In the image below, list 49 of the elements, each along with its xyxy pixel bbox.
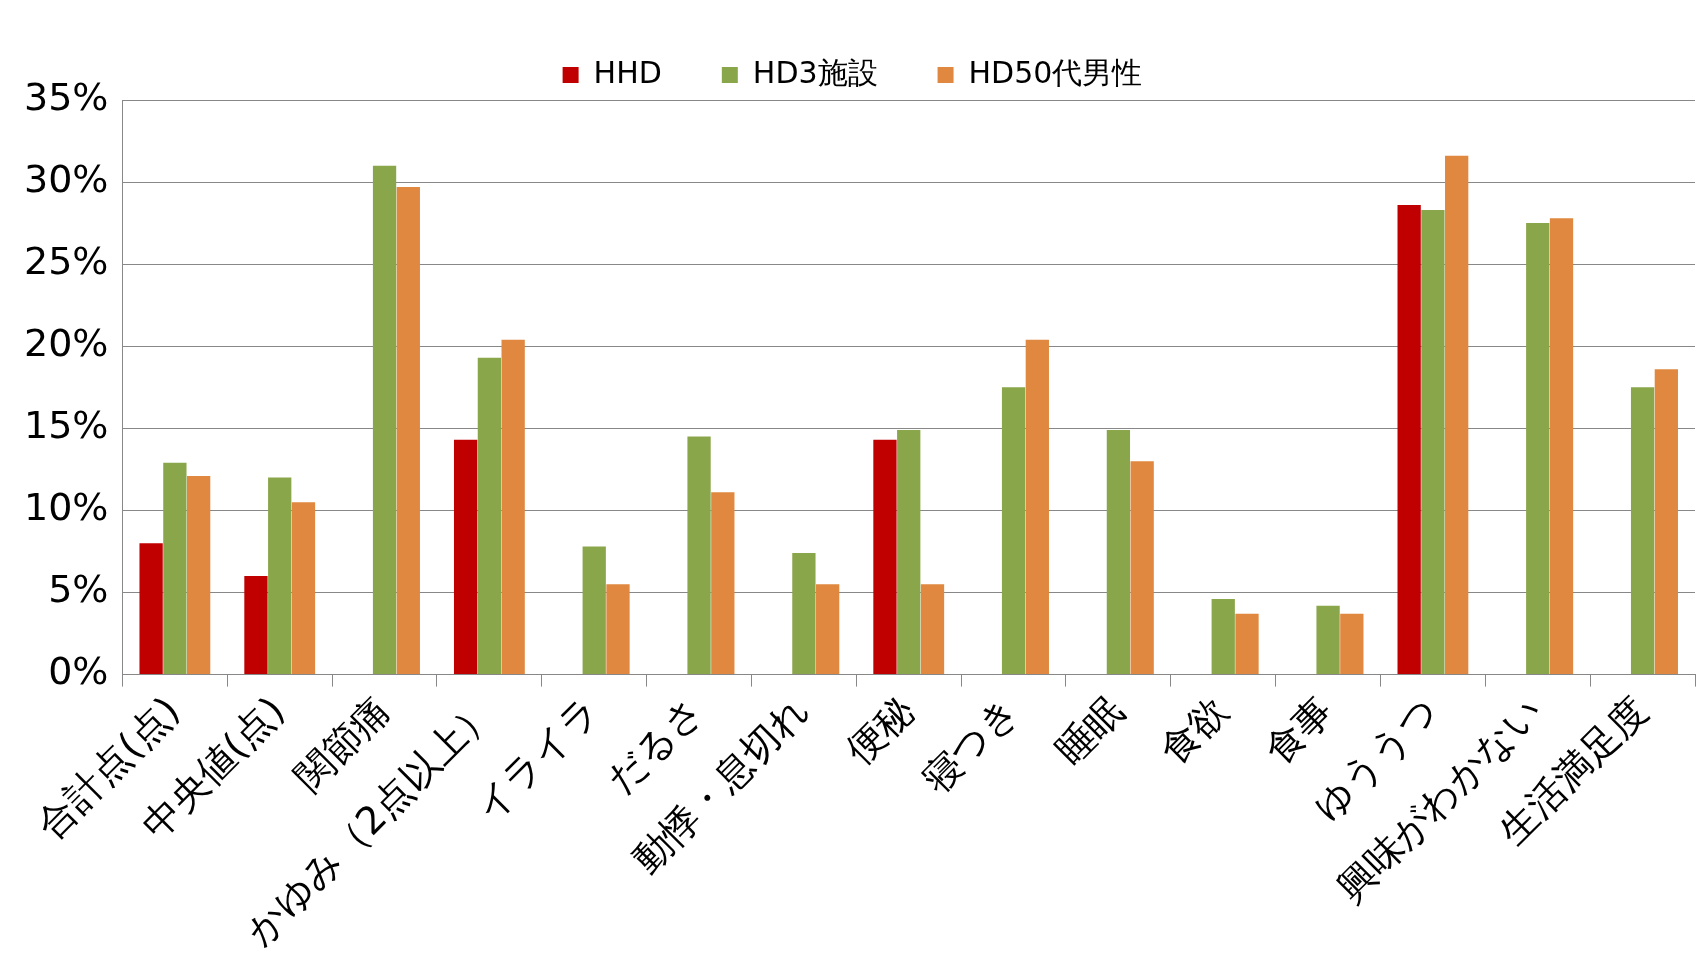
bar (1001, 387, 1026, 675)
bar (711, 492, 735, 675)
y-tick-label: 35% (23, 74, 109, 119)
bar (1630, 387, 1655, 675)
bar (1549, 218, 1574, 675)
bar (1397, 205, 1421, 675)
bar (396, 187, 420, 675)
bar (268, 477, 292, 675)
bar (1340, 613, 1364, 675)
bar (501, 339, 525, 675)
bar (1526, 223, 1550, 675)
bar (687, 436, 711, 675)
legend-label: HD50代男性 (968, 54, 1143, 90)
bar (1130, 461, 1154, 675)
legend-label: HD3施設 (752, 54, 878, 90)
bar (244, 576, 268, 675)
bar (897, 429, 921, 675)
x-tick-label: 食欲 (1151, 687, 1237, 773)
y-tick-label: 5% (48, 567, 109, 612)
bar (582, 546, 606, 675)
bar (453, 439, 478, 675)
bar (187, 475, 211, 675)
bar (163, 462, 187, 675)
bar (372, 165, 397, 675)
bar (1445, 155, 1469, 675)
bar (291, 502, 316, 675)
y-tick-label: 10% (23, 485, 109, 530)
bar (1421, 209, 1445, 675)
x-tick-label: 睡眠 (1046, 687, 1132, 773)
bar (1106, 429, 1131, 675)
bar (792, 553, 816, 675)
bar (1211, 599, 1235, 675)
bar (477, 357, 502, 675)
bar (1316, 605, 1340, 675)
bar (139, 543, 163, 675)
y-tick-label: 25% (23, 239, 109, 284)
bar (920, 584, 945, 675)
bar (1654, 369, 1678, 675)
bar (606, 584, 630, 675)
bar (1025, 339, 1049, 675)
legend-label: HHD (593, 54, 662, 90)
bar (873, 439, 897, 675)
y-tick-label: 20% (23, 321, 109, 366)
x-tick-label: 食事 (1256, 687, 1342, 773)
bar (1235, 613, 1259, 675)
y-tick-label: 0% (48, 649, 109, 694)
bar (816, 584, 840, 675)
y-tick-label: 30% (23, 156, 109, 201)
y-tick-label: 15% (23, 403, 109, 448)
